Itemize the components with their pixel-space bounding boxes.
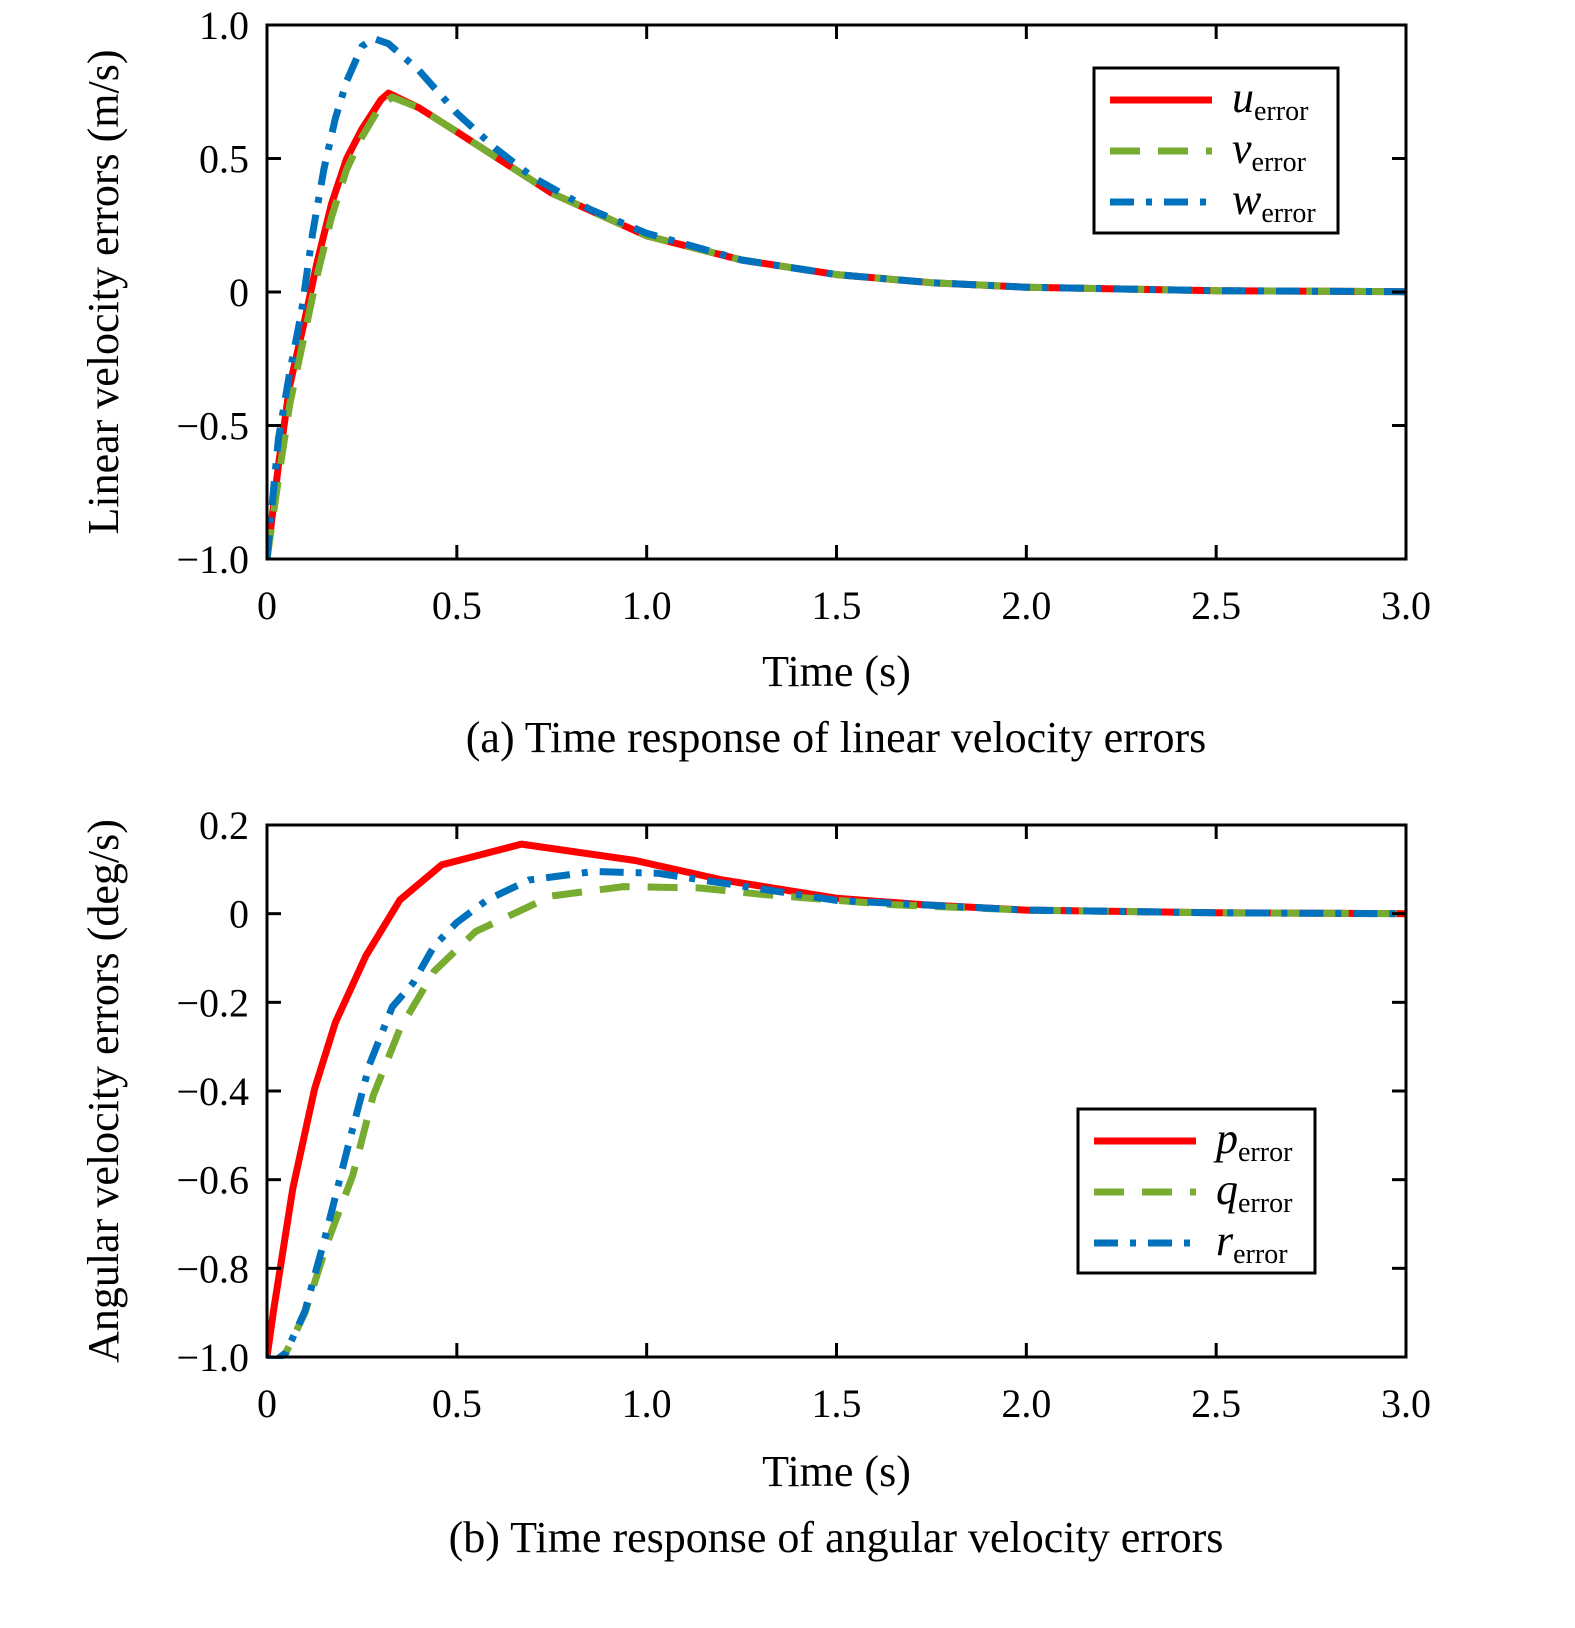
figure-caption: (b) Time response of angular velocity er… bbox=[449, 1513, 1224, 1562]
x-axis-label: Time (s) bbox=[762, 647, 911, 696]
x-tick-label: 1.0 bbox=[622, 583, 672, 628]
legend-label-r: rerror bbox=[1216, 1216, 1288, 1270]
legend-symbol: w bbox=[1232, 175, 1262, 224]
figure-caption: (a) Time response of linear velocity err… bbox=[466, 713, 1206, 762]
legend-subscript: error bbox=[1233, 1239, 1288, 1270]
legend-symbol: q bbox=[1216, 1165, 1238, 1214]
axes-frame bbox=[265, 823, 1408, 1359]
legend-label-q: qerror bbox=[1216, 1165, 1293, 1219]
chart-b: 0 0.5 1.0 1.5 2.0 2.5 3.0 0.2 0 −0.2 −0.4 −0.6 −0.8 −… bbox=[79, 803, 1431, 1562]
y-tick-label: −1.0 bbox=[176, 1335, 249, 1380]
legend-label-v: verror bbox=[1232, 124, 1307, 178]
y-tick-label: 0 bbox=[229, 892, 249, 937]
x-tick-label: 2.5 bbox=[1191, 583, 1241, 628]
legend-label-w: werror bbox=[1232, 175, 1316, 229]
x-tick-label: 2.0 bbox=[1001, 583, 1051, 628]
x-axis-label: Time (s) bbox=[762, 1447, 911, 1496]
x-tick-label: 0 bbox=[257, 583, 277, 628]
series-line-w bbox=[267, 34, 1406, 560]
y-tick-label: −0.2 bbox=[176, 980, 249, 1025]
series-line-p bbox=[267, 840, 1406, 1358]
legend-symbol: u bbox=[1232, 73, 1254, 122]
y-tick-label: 0 bbox=[229, 270, 249, 315]
legend-symbol: v bbox=[1232, 124, 1252, 173]
x-tick-label: 1.5 bbox=[812, 1381, 862, 1426]
x-tick-label: 1.5 bbox=[812, 583, 862, 628]
x-tick-label: 1.0 bbox=[622, 1381, 672, 1426]
y-tick-label: 0.2 bbox=[199, 803, 249, 848]
x-tick-label: 0.5 bbox=[432, 1381, 482, 1426]
legend-symbol: r bbox=[1216, 1216, 1234, 1265]
x-tick-label: 3.0 bbox=[1381, 583, 1431, 628]
legend-subscript: error bbox=[1238, 1188, 1293, 1219]
legend-subscript: error bbox=[1238, 1137, 1293, 1168]
x-tick-label: 3.0 bbox=[1381, 1381, 1431, 1426]
x-tick-label: 2.5 bbox=[1191, 1381, 1241, 1426]
y-tick-label: −0.8 bbox=[176, 1246, 249, 1291]
series-line-r bbox=[267, 868, 1406, 1359]
y-tick-label: −1.0 bbox=[176, 537, 249, 582]
x-tick-label: 0 bbox=[257, 1381, 277, 1426]
legend-label-u: uerror bbox=[1232, 73, 1309, 127]
legend-subscript: error bbox=[1254, 96, 1309, 127]
legend-subscript: error bbox=[1261, 198, 1316, 229]
y-tick-label: −0.5 bbox=[176, 404, 249, 449]
x-tick-label: 0.5 bbox=[432, 583, 482, 628]
legend-label-p: perror bbox=[1213, 1114, 1293, 1168]
y-axis-label: Linear velocity errors (m/s) bbox=[79, 49, 128, 534]
series-line-v bbox=[267, 93, 1406, 560]
y-tick-label: −0.6 bbox=[176, 1158, 249, 1203]
chart-a: 0 0.5 1.0 1.5 2.0 2.5 3.0 1.0 0.5 0 −0.5 −1.0 Time (… bbox=[79, 3, 1431, 762]
y-tick-label: 1.0 bbox=[199, 3, 249, 48]
x-tick-label: 2.0 bbox=[1001, 1381, 1051, 1426]
y-tick-label: −0.4 bbox=[176, 1069, 249, 1114]
y-axis-label: Angular velocity errors (deg/s) bbox=[79, 819, 128, 1363]
legend-subscript: error bbox=[1252, 147, 1307, 178]
y-tick-label: 0.5 bbox=[199, 137, 249, 182]
legend-symbol: p bbox=[1213, 1114, 1238, 1163]
